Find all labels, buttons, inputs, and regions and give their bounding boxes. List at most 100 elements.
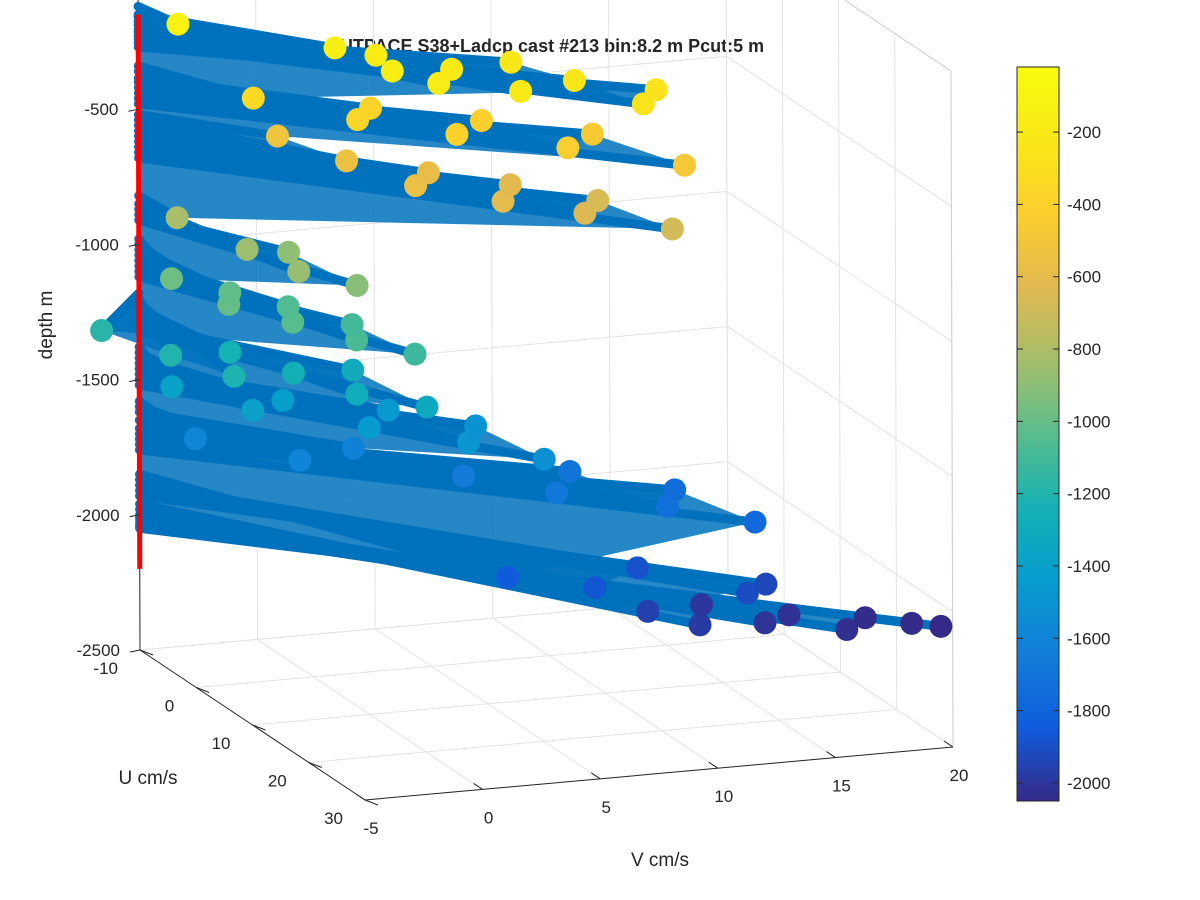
z-tick-mark	[128, 243, 139, 247]
u-tick-label: -10	[93, 659, 118, 678]
data-point	[636, 599, 660, 623]
data-point	[440, 57, 464, 81]
data-point	[688, 613, 712, 637]
data-point	[271, 388, 295, 412]
data-point	[345, 382, 369, 406]
v-tick-mark	[590, 772, 601, 780]
colorbar-tick-label: -1600	[1067, 629, 1110, 648]
velocity-band	[139, 449, 756, 578]
data-point	[644, 78, 668, 102]
data-point	[218, 340, 242, 364]
velocity-band	[138, 98, 685, 166]
data-point	[690, 593, 714, 617]
u-tick-label: 20	[268, 772, 287, 791]
u-tick-label: 0	[165, 697, 174, 716]
z-axis-label: depth m	[36, 291, 57, 360]
v-tick-mark	[355, 793, 366, 801]
data-point	[160, 375, 184, 399]
data-point	[159, 343, 183, 367]
colorbar-tick-label: -600	[1067, 268, 1101, 287]
data-point	[753, 611, 777, 635]
v-tick-label: 5	[601, 798, 610, 817]
data-point	[754, 572, 778, 596]
data-point	[464, 414, 488, 438]
velocity-band	[139, 379, 545, 460]
u-tick-mark	[252, 724, 266, 731]
box-edge	[950, 70, 954, 748]
u-tick-label: 10	[212, 734, 231, 753]
data-point	[340, 313, 364, 337]
data-point	[277, 240, 301, 264]
z-tick-label: -1500	[76, 371, 119, 390]
data-point	[281, 361, 305, 385]
z-tick-label: -500	[84, 100, 118, 119]
v-tick-mark	[826, 751, 836, 759]
data-point	[509, 79, 533, 103]
data-point	[626, 556, 650, 580]
y-axis-label: U cm/s	[118, 768, 177, 789]
colorbar-tick-label: -1400	[1067, 557, 1110, 576]
colorbar-tick-label: -2000	[1067, 774, 1110, 793]
velocity-band	[138, 114, 347, 161]
velocity-band	[139, 495, 766, 612]
data-point	[364, 43, 388, 67]
u-tick-mark	[308, 762, 322, 768]
x-axis-label: V cm/s	[631, 850, 689, 871]
u-tick-label: 30	[324, 809, 343, 828]
side-wall-grid-z	[726, 326, 953, 478]
u-tick-mark	[364, 799, 379, 806]
data-point	[376, 398, 400, 422]
side-wall-grid-z	[727, 461, 953, 613]
data-points	[90, 12, 953, 641]
colorbar-tick-label: -1200	[1067, 485, 1110, 504]
colorbar-tick-label: -1800	[1067, 702, 1110, 721]
box-edge	[843, 0, 952, 72]
z-tick-label: -2000	[76, 506, 119, 525]
data-point	[358, 96, 382, 120]
profile-line	[135, 14, 143, 569]
colorbar-tick-label: -1000	[1067, 412, 1110, 431]
data-point	[499, 50, 523, 74]
data-point	[184, 427, 208, 451]
data-point	[241, 398, 265, 422]
data-point	[663, 478, 687, 502]
data-point	[900, 611, 924, 635]
side-wall-grid-z	[726, 55, 952, 207]
z-tick-label: -2500	[77, 641, 120, 660]
data-point	[452, 464, 475, 488]
axis-ticks: 0-500-1000-1500-2000-2500-100102030-5051…	[75, 100, 968, 838]
floor-grid-u	[252, 671, 841, 726]
data-point	[342, 436, 366, 460]
v-tick-label: 10	[714, 787, 733, 806]
profile-line-red	[135, 14, 143, 569]
data-point	[743, 510, 767, 534]
data-point	[341, 358, 365, 382]
data-point	[562, 68, 586, 92]
colorbar-tick-label: -200	[1067, 123, 1101, 142]
z-tick-mark	[128, 108, 139, 112]
data-point	[929, 614, 953, 638]
data-point	[556, 136, 580, 160]
data-point	[777, 603, 801, 627]
data-point	[672, 153, 696, 177]
chart-title: OUTPACE S38+Ladcp cast #213 bin:8.2 m Pc…	[326, 36, 764, 56]
data-point	[265, 124, 289, 148]
data-point	[323, 36, 347, 60]
data-point	[288, 448, 312, 472]
z-tick-mark	[129, 514, 140, 518]
data-point	[345, 274, 369, 298]
data-point	[403, 342, 427, 366]
data-point	[580, 122, 604, 146]
data-point	[532, 447, 556, 471]
z-tick-mark	[129, 649, 141, 653]
data-point	[287, 259, 311, 283]
data-point	[545, 481, 569, 505]
side-wall-grid-u	[838, 0, 841, 673]
data-point	[222, 364, 246, 388]
data-point	[380, 59, 404, 83]
data-point	[496, 565, 520, 589]
floor-grid-u	[308, 709, 897, 763]
velocity-band	[138, 103, 685, 166]
